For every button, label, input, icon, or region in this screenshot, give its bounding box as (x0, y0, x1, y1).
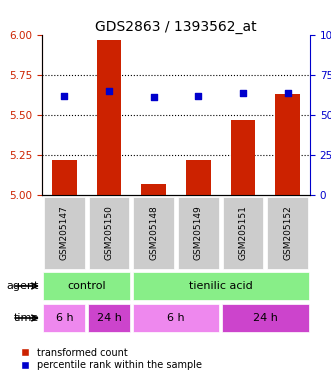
Bar (133, 271, 309, 300)
Bar (88, 304, 130, 333)
Bar (222, 304, 309, 333)
Bar (97, 40, 121, 195)
Text: control: control (67, 281, 106, 291)
Point (285, 89, 290, 96)
Text: agent: agent (6, 281, 39, 291)
Title: GDS2863 / 1393562_at: GDS2863 / 1393562_at (95, 20, 257, 34)
Bar (43, 271, 130, 300)
Point (62, 93, 67, 99)
Text: GSM205152: GSM205152 (283, 205, 292, 260)
Point (196, 93, 201, 99)
Text: time: time (14, 313, 39, 323)
Bar (133, 304, 219, 333)
Text: GSM205148: GSM205148 (149, 205, 158, 260)
Bar (186, 160, 211, 195)
Bar (43, 304, 85, 333)
Point (151, 94, 156, 101)
Text: GSM205147: GSM205147 (60, 205, 69, 260)
Text: GSM205149: GSM205149 (194, 205, 203, 260)
Text: tienilic acid: tienilic acid (189, 281, 253, 291)
Point (240, 89, 246, 96)
Bar (275, 94, 300, 195)
Text: GSM205150: GSM205150 (105, 205, 114, 260)
Bar (178, 197, 218, 268)
Point (106, 88, 112, 94)
Bar (52, 160, 76, 195)
Bar (223, 197, 263, 268)
Bar (267, 197, 308, 268)
Text: 6 h: 6 h (167, 313, 185, 323)
Legend: transformed count, percentile rank within the sample: transformed count, percentile rank withi… (22, 348, 202, 371)
Bar (141, 184, 166, 195)
Bar (89, 197, 129, 268)
Bar (231, 120, 255, 195)
Text: GSM205151: GSM205151 (239, 205, 248, 260)
Bar (44, 197, 84, 268)
Text: 24 h: 24 h (97, 313, 121, 323)
Bar (133, 197, 174, 268)
Text: 6 h: 6 h (56, 313, 73, 323)
Text: 24 h: 24 h (253, 313, 278, 323)
